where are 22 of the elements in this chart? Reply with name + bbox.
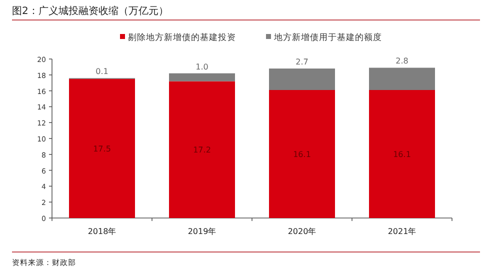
data-label: 16.1 bbox=[293, 150, 311, 160]
bar bbox=[369, 68, 435, 90]
x-tick-label: 2018年 bbox=[88, 227, 116, 236]
data-label: 2.7 bbox=[296, 58, 308, 67]
data-label: 16.1 bbox=[393, 150, 411, 160]
x-tick-label: 2019年 bbox=[188, 227, 216, 236]
x-tick-label: 2020年 bbox=[288, 227, 316, 236]
x-tick-label: 2021年 bbox=[388, 227, 416, 236]
legend-label: 剔除地方新增债的基建投资 bbox=[128, 32, 236, 43]
bar bbox=[269, 68, 335, 90]
bar bbox=[169, 81, 235, 218]
bar bbox=[369, 90, 435, 218]
data-label: 0.1 bbox=[96, 67, 108, 76]
data-label: 2.8 bbox=[396, 56, 408, 66]
chart-title: 图2：广义城投融资收缩（万亿元） bbox=[12, 5, 168, 17]
bar bbox=[69, 78, 135, 218]
data-label: 1.0 bbox=[196, 62, 208, 72]
bar bbox=[169, 73, 235, 82]
data-label: 17.2 bbox=[193, 146, 211, 155]
data-label: 17.5 bbox=[93, 144, 111, 154]
legend-label: 地方新增债用于基建的额度 bbox=[273, 32, 382, 43]
bar bbox=[269, 90, 335, 218]
